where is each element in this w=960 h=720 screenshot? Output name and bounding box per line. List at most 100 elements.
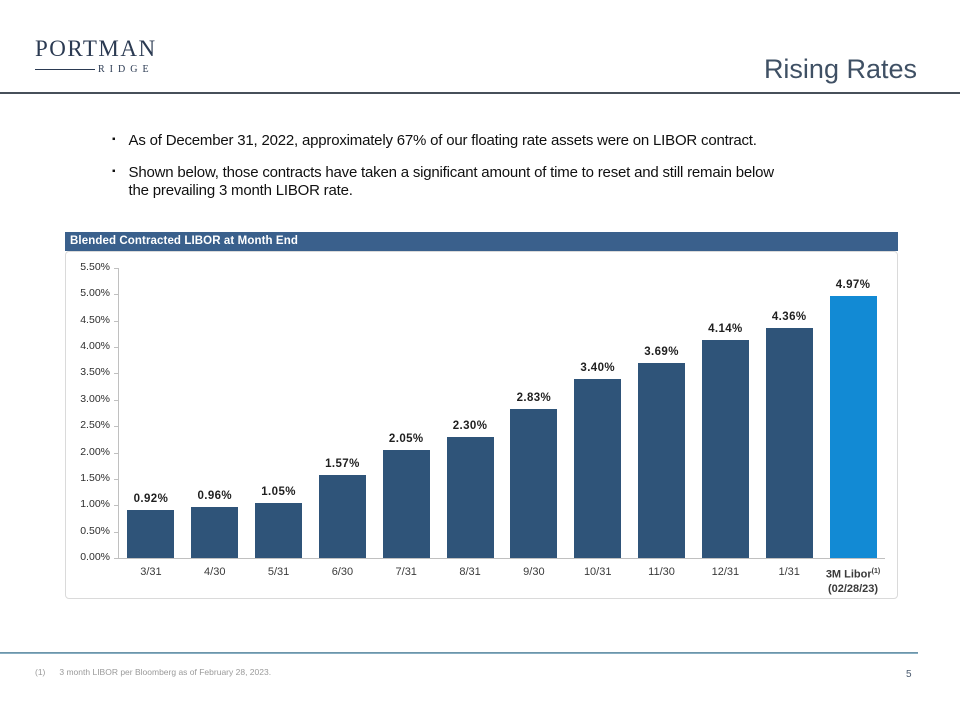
x-tick-label: 11/30 — [648, 566, 675, 578]
x-axis-line — [118, 558, 885, 559]
footer-divider — [0, 652, 918, 654]
bar-cell: 3.69% — [630, 268, 694, 558]
bar-value-label: 2.05% — [388, 432, 424, 445]
y-tick-mark — [114, 294, 118, 296]
x-tick-label: 3/31 — [140, 566, 162, 578]
bar-value-label: 3.69% — [644, 346, 679, 359]
y-tick-label: 1.50% — [80, 471, 110, 484]
bullet-square-icon: ▪ — [112, 165, 116, 177]
x-tick-label: 12/31 — [711, 566, 740, 578]
chart-title-bar: Blended Contracted LIBOR at Month End — [65, 232, 898, 251]
y-tick-label: 5.00% — [80, 287, 110, 300]
x-tick-label: 9/30 — [523, 566, 545, 578]
bar-cell: 4.97% — [821, 268, 885, 558]
y-tick-label: 5.50% — [80, 261, 110, 273]
bar-value-label: 3.40% — [580, 361, 616, 374]
bar-cell: 1.05% — [247, 268, 311, 558]
y-tick-mark — [114, 558, 118, 559]
bar-value-label: 1.05% — [261, 485, 296, 498]
chart-plot-container: 0.00% 0.50% 1.00% 1.50% 2.00% 2.50% 3.00% 3.50%… — [65, 251, 898, 599]
bar-value-label: 2.83% — [516, 391, 552, 404]
bar — [765, 328, 813, 558]
y-tick-label: 4.00% — [80, 340, 110, 353]
x-tick-label: 4/30 — [204, 566, 226, 578]
y-tick-label: 2.00% — [80, 445, 110, 458]
logo-subline: RIDGE — [35, 64, 157, 75]
x-tick-label: 5/31 — [267, 566, 290, 578]
x-tick-label: 1/31 — [778, 566, 800, 578]
bar-cell: 2.30% — [438, 268, 502, 558]
y-tick-mark — [114, 452, 118, 454]
bar-value-label: 4.97% — [835, 278, 871, 291]
bar-cell: 2.05% — [374, 268, 438, 558]
page-number: 5 — [906, 669, 912, 680]
bar-value-label: 0.96% — [197, 490, 233, 503]
y-axis-line — [118, 268, 119, 559]
bullet-item: ▪ Shown below, those contracts have taken… — [112, 164, 892, 201]
y-tick-label: 0.00% — [80, 551, 110, 563]
bar — [701, 339, 749, 558]
footnote: (1) 3 month LIBOR per Bloomberg as of Fe… — [35, 667, 271, 677]
footnote-text: 3 month LIBOR per Bloomberg as of Februa… — [59, 667, 272, 677]
logo-sub-wordmark: RIDGE — [98, 64, 154, 75]
bar-cell: 0.96% — [183, 268, 247, 558]
y-tick-label: 4.50% — [80, 313, 110, 326]
x-tick-label: 10/31 — [583, 566, 612, 578]
logo-rule — [35, 69, 95, 70]
logo-wordmark: PORTMAN — [35, 36, 157, 61]
bullet-text: Shown below, those contracts have taken … — [128, 163, 775, 201]
bullet-line: As of December 31, 2022, approximately 6… — [128, 132, 757, 149]
bar — [255, 502, 303, 558]
y-tick-label: 2.50% — [80, 419, 110, 432]
y-tick-mark — [114, 373, 118, 375]
bar-value-label: 4.14% — [708, 322, 743, 335]
x-tick-label: 6/30 — [331, 566, 354, 578]
bar — [574, 378, 622, 558]
y-tick-mark — [114, 478, 118, 480]
header-divider — [0, 92, 960, 94]
bar-value-label: 1.57% — [325, 458, 360, 471]
bar — [191, 507, 239, 558]
bar-value-label: 2.30% — [452, 419, 488, 432]
y-tick-label: 3.50% — [80, 366, 110, 379]
y-tick-label: 0.50% — [80, 524, 110, 537]
footnote-marker: (1) — [35, 667, 46, 677]
y-tick-mark — [114, 268, 118, 269]
page-title: Rising Rates — [763, 54, 917, 84]
x-tick-label: 7/31 — [395, 566, 417, 578]
bullet-line: the prevailing 3 month LIBOR rate. — [128, 182, 353, 199]
x-tick-label: 8/31 — [459, 566, 481, 578]
bar-cell: 4.14% — [693, 268, 757, 558]
portman-ridge-logo: PORTMAN RIDGE — [35, 36, 157, 75]
bar — [318, 475, 366, 558]
bar-cell: 3.40% — [566, 268, 630, 558]
bar-cell: 0.92% — [119, 268, 183, 558]
bullet-line: Shown below, those contracts have taken … — [128, 163, 775, 181]
y-tick-label: 1.00% — [80, 498, 110, 511]
bullet-list: ▪ As of December 31, 2022, approximately … — [112, 132, 892, 214]
bars-row: 0.92% 0.96% 1.05% 1.57% 2.05% 2.30% 2.83% 3.40%… — [119, 268, 885, 558]
bar — [382, 449, 430, 558]
bar — [829, 295, 877, 558]
bar — [510, 408, 558, 558]
bullet-text: As of December 31, 2022, approximately 6… — [129, 132, 757, 151]
x-axis-labels: 3/31 4/30 5/31 6/30 7/31 8/31 9/30 10/31 11/30 12… — [119, 565, 885, 596]
bar-cell: 4.36% — [757, 268, 821, 558]
bullet-square-icon: ▪ — [112, 134, 116, 145]
bar-value-label: 0.92% — [133, 492, 169, 505]
x-tick-label: 3M Libor(1) (02/28/23) — [825, 568, 881, 595]
y-tick-label: 3.00% — [80, 392, 110, 405]
bar — [446, 436, 494, 558]
y-tick-mark — [114, 399, 118, 401]
y-tick-mark — [114, 320, 118, 322]
bullet-item: ▪ As of December 31, 2022, approximately … — [112, 132, 892, 151]
bar-cell: 1.57% — [310, 268, 374, 558]
bar-value-label: 4.36% — [771, 311, 807, 324]
bar — [638, 363, 686, 558]
y-tick-mark — [114, 505, 118, 507]
y-tick-mark — [114, 347, 118, 349]
bar-cell: 2.83% — [502, 268, 566, 558]
bar — [127, 509, 175, 558]
y-tick-mark — [114, 426, 118, 428]
